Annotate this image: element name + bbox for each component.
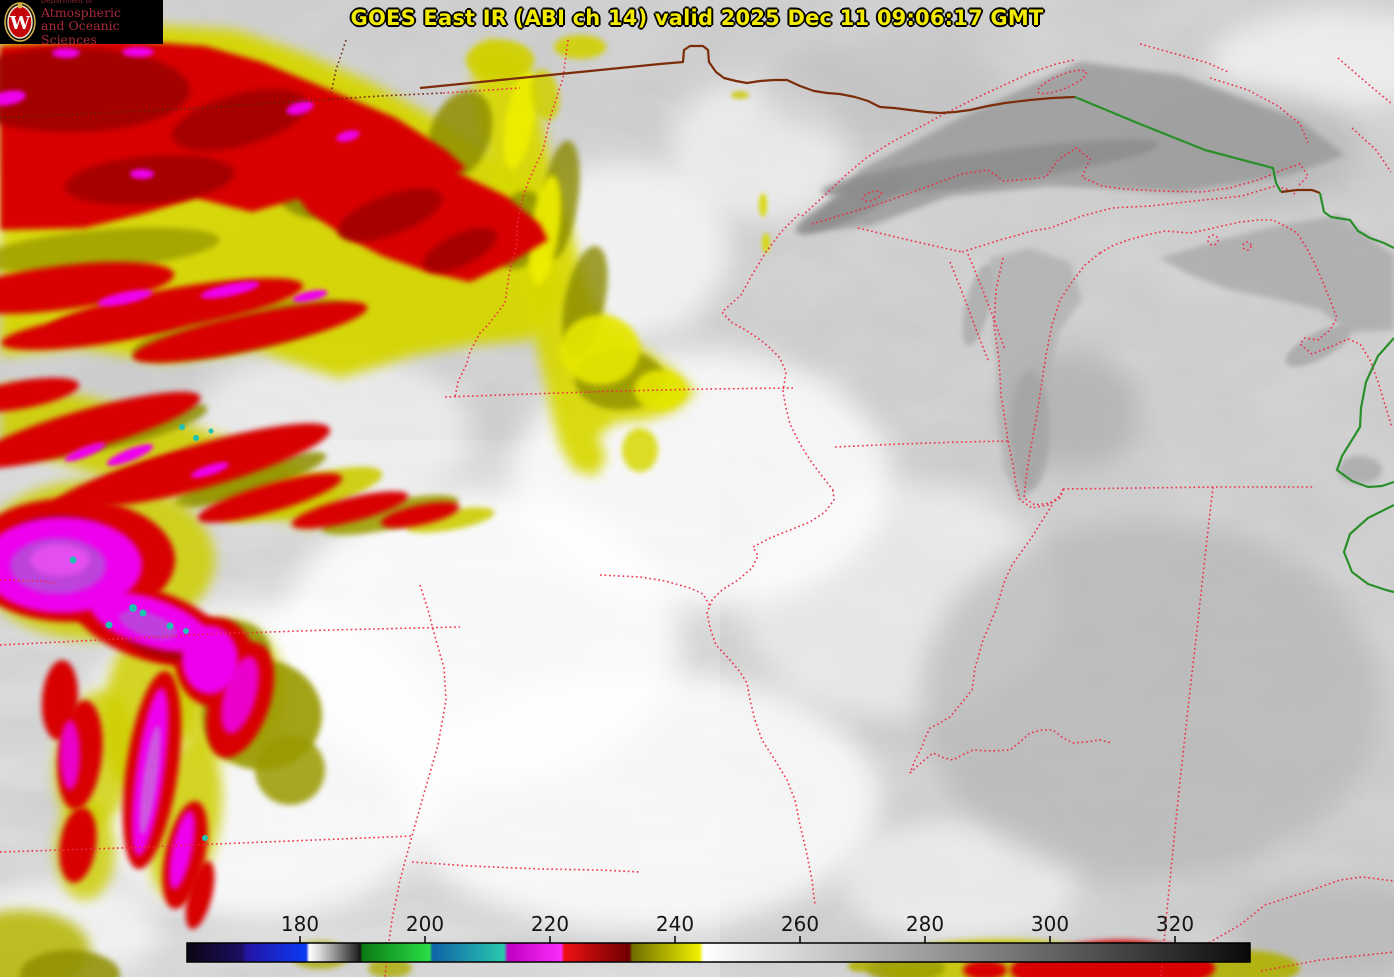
uw-logo-badge: W Department of Atmospheric and Oceanic … [0, 0, 163, 46]
colorbar-tick-label: 240 [656, 912, 694, 936]
canada-border-water-line-huron [1318, 192, 1394, 249]
shore-door-peninsula [967, 253, 1006, 351]
canada-border-sault-land [1280, 188, 1321, 195]
border-ia-mn [444, 387, 794, 398]
image-title: GOES East IR (ABI ch 14) valid 2025 Dec … [350, 6, 1044, 30]
ir-enhancement [0, 24, 1300, 977]
uw-crest-icon: W [4, 2, 36, 42]
colorbar-tick-label: 300 [1031, 912, 1069, 936]
shore-straits-island-2 [1242, 241, 1252, 251]
lake-superior [795, 62, 1345, 234]
logo-text: Department of Atmospheric and Oceanic Sc… [41, 0, 159, 46]
colorbar-gradient [186, 942, 1251, 963]
border-mn-west [454, 39, 569, 398]
lake-huron [1160, 215, 1394, 484]
border-diag-over-red [330, 39, 347, 94]
shore-superior-north [801, 59, 1075, 217]
colorbar-tick-label: 180 [281, 912, 319, 936]
logo-dept-line: Department of [41, 0, 93, 6]
colorbar-tick-label: 260 [781, 912, 819, 936]
shore-straits-island-1 [1207, 234, 1219, 246]
colorbar-tick-label: 320 [1156, 912, 1194, 936]
canada-border-water-line-stclair [1335, 337, 1394, 489]
border-missouri-river [384, 584, 447, 977]
canada-border-water-line-erie [1342, 504, 1394, 594]
border-wi-il [834, 440, 1009, 448]
canada-border-water-line-superior [1074, 95, 1282, 193]
state-borders [0, 39, 1394, 977]
border-nd-sd-east [442, 87, 521, 94]
shore-mi-lp-west [1023, 252, 1101, 506]
shore-canada-ne-2 [1351, 127, 1392, 173]
canada-border [419, 44, 1394, 594]
colorbar-tick-label: 220 [531, 912, 569, 936]
logo-name-line-1: Atmospheric [41, 5, 122, 21]
border-ne-ks [0, 626, 461, 646]
shore-canada-nw-1 [1139, 43, 1229, 73]
border-oh-river-east-2 [1260, 951, 1394, 972]
shore-isle-royale [1036, 69, 1088, 95]
shore-apostle-islands [861, 190, 883, 202]
border-wi-west [720, 213, 834, 491]
colorbar-tick-label: 200 [406, 912, 444, 936]
canada-border-land-line [419, 44, 1076, 115]
lake-michigan [962, 248, 1082, 502]
magenta-cold-layer [0, 47, 360, 890]
colorbar: 180 200 220 240 260 280 300 320 [186, 912, 1251, 963]
border-ks-ok [0, 835, 413, 853]
teal-coldest-specks [69, 424, 214, 841]
shore-canada-nw-2 [1209, 77, 1309, 144]
border-left-edge-short [0, 579, 56, 584]
colorbar-ticks: 180 200 220 240 260 280 300 320 [281, 912, 1194, 943]
shore-il-lake-michigan [1007, 440, 1064, 509]
border-in-oh [1160, 486, 1214, 977]
shore-superior-south [811, 147, 1310, 225]
svg-text:W: W [9, 13, 31, 34]
colorbar-tick-label: 280 [906, 912, 944, 936]
logo-name-line-2: and Oceanic Sciences [41, 18, 120, 47]
border-ohio-river-west [909, 729, 1113, 774]
border-nd-sd [0, 92, 444, 119]
shore-green-bay-west [949, 261, 989, 361]
shore-wi-lake-michigan [993, 257, 1009, 442]
